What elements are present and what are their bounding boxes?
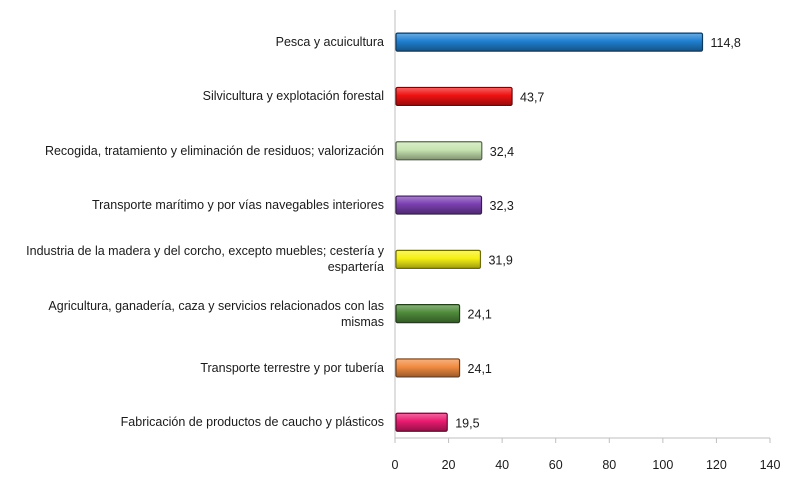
category-label: Industria de la madera y del corcho, exc… (26, 244, 384, 275)
data-label: 24,1 (468, 308, 492, 322)
bar (395, 249, 482, 269)
bar (395, 195, 483, 215)
category-label: Silvicultura y explotación forestal (202, 89, 384, 104)
bar (395, 32, 704, 52)
x-tick-label: 80 (602, 458, 616, 472)
x-tick-label: 0 (392, 458, 399, 472)
category-label: Agricultura, ganadería, caza y servicios… (48, 298, 384, 329)
bar (395, 141, 483, 161)
category-label: Pesca y acuicultura (275, 35, 384, 50)
x-tick-label: 120 (706, 458, 727, 472)
category-label: Transporte marítimo y por vías navegable… (91, 198, 384, 213)
x-tick-label: 60 (549, 458, 563, 472)
x-tick-label: 140 (760, 458, 781, 472)
data-label: 32,4 (490, 145, 514, 159)
bar (395, 358, 461, 378)
x-tick-label: 100 (652, 458, 673, 472)
x-tick-label: 20 (442, 458, 456, 472)
category-label: Fabricación de productos de caucho y plá… (120, 415, 384, 430)
category-label: Transporte terrestre y por tubería (200, 360, 384, 375)
bar (395, 412, 448, 432)
data-label: 31,9 (488, 253, 512, 267)
data-label: 114,8 (711, 36, 741, 50)
data-label: 43,7 (520, 90, 544, 104)
bar (395, 86, 513, 107)
x-tick-label: 40 (495, 458, 509, 472)
data-label: 32,3 (490, 199, 514, 213)
data-label: 24,1 (468, 362, 492, 376)
bar (395, 304, 461, 324)
data-label: 19,5 (455, 416, 479, 430)
category-label: Recogida, tratamiento y eliminación de r… (44, 143, 384, 158)
